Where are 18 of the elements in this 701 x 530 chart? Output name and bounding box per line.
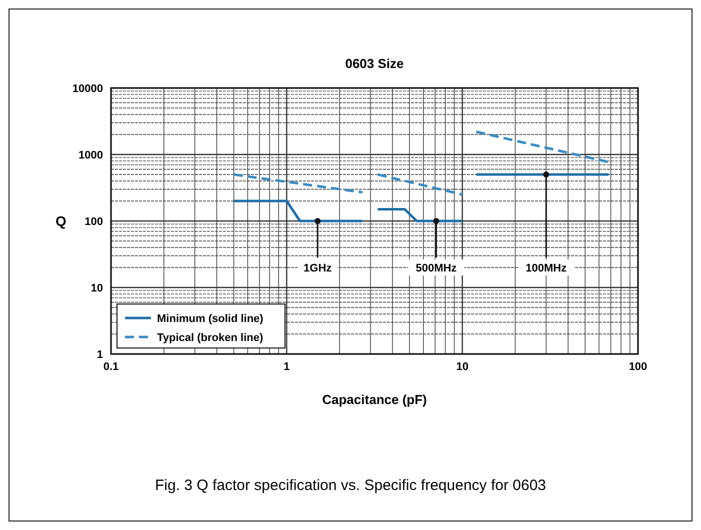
x-tick-label: 0.1 xyxy=(103,361,119,373)
legend-label: Typical (broken line) xyxy=(157,332,264,344)
annotation: 100MHz xyxy=(526,262,568,275)
y-tick-label: 100 xyxy=(84,216,103,228)
x-axis-title: Capacitance (pF) xyxy=(322,392,427,407)
y-tick-label: 1000 xyxy=(78,150,103,162)
x-tick-label: 100 xyxy=(628,361,648,373)
annotation: 500MHz xyxy=(416,262,458,275)
legend-label: Minimum (solid line) xyxy=(157,313,264,325)
x-tick-label: 1 xyxy=(284,361,290,373)
caption: Fig. 3 Q factor specification vs. Specific frequency for 0603 xyxy=(154,477,546,494)
y-tick-label: 10 xyxy=(90,282,103,294)
x-tick-label: 10 xyxy=(456,361,468,373)
y-tick-label: 1 xyxy=(96,349,103,361)
y-tick-label: 10000 xyxy=(72,83,103,95)
y-axis-title: Q xyxy=(56,213,67,229)
annotation: 1GHz xyxy=(304,262,332,275)
chart-title: 0603 Size xyxy=(345,56,404,71)
